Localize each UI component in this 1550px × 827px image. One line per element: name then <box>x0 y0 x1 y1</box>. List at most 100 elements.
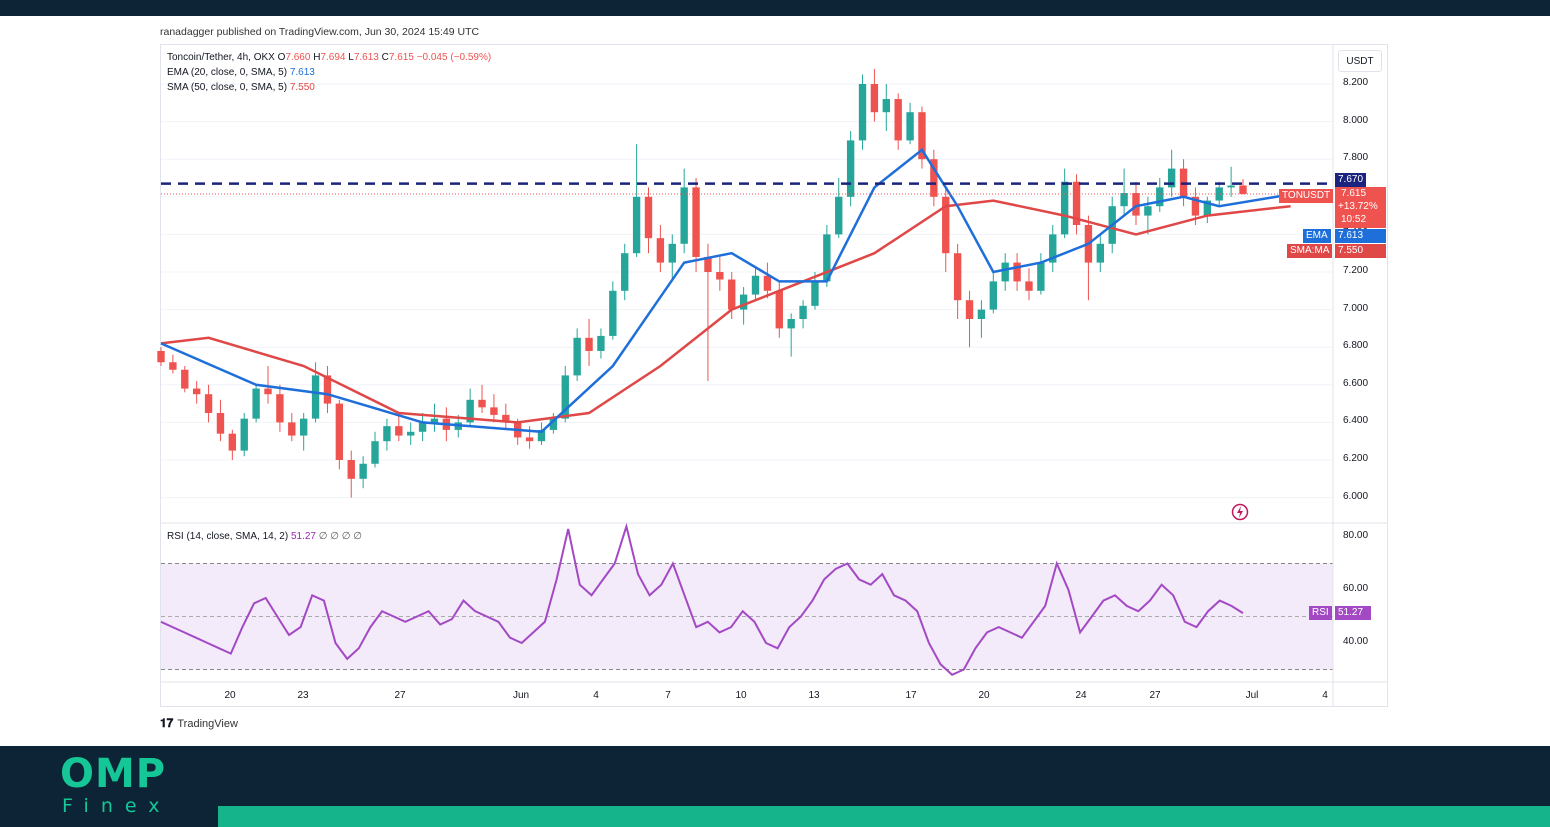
price-tick-label: 6.800 <box>1343 340 1369 352</box>
ema-legend-value: 7.613 <box>289 67 315 78</box>
candle-body <box>1072 181 1081 225</box>
candle-body <box>1203 200 1212 216</box>
rsi-tick-label: 40.00 <box>1343 636 1369 647</box>
price-tick-label: 7.000 <box>1343 302 1369 314</box>
candle-body <box>977 309 986 319</box>
candle-body <box>1191 196 1200 216</box>
candle-body <box>775 290 783 329</box>
candle-body <box>359 463 367 479</box>
rsi-legend[interactable]: RSI (14, close, SMA, 14, 2) 51.27 ∅ ∅ ∅ … <box>167 531 362 542</box>
candle-body <box>1096 243 1105 263</box>
rsi-axis-value: 51.27 <box>1335 606 1371 620</box>
candle-body <box>609 290 617 336</box>
candle-body <box>264 388 272 395</box>
publisher-line: ranadagger published on TradingView.com,… <box>160 26 480 38</box>
sma50-line <box>160 199 1291 424</box>
candle-body <box>1215 187 1223 201</box>
candle-body <box>1001 262 1009 282</box>
candle-body <box>157 350 165 363</box>
candle-body <box>1239 185 1247 194</box>
candle-body <box>407 431 415 436</box>
time-tick-label: 4 <box>1322 690 1328 701</box>
candle-body <box>311 375 320 419</box>
price-tick-label: 8.200 <box>1343 77 1369 88</box>
sma-legend-value: 7.550 <box>289 82 315 93</box>
rsi-tick-label: 60.00 <box>1343 583 1369 594</box>
candle-body <box>585 337 593 351</box>
rsi-tick-label: 80.00 <box>1343 530 1369 541</box>
candle-body <box>478 399 486 408</box>
price-tick-label: 6.000 <box>1343 490 1369 502</box>
candle-body <box>1144 206 1152 216</box>
candle-body <box>395 426 403 436</box>
candle-body <box>953 253 962 301</box>
candle-body <box>371 441 379 464</box>
candle-body <box>894 99 902 141</box>
close-value: 7.615 <box>388 52 414 63</box>
candle-body <box>216 413 225 434</box>
ema-legend[interactable]: EMA (20, close, 0, SMA, 5) 7.613 <box>167 67 315 78</box>
candle-body <box>811 281 819 306</box>
price-change-pct: +13.72% <box>1338 201 1378 212</box>
high-value: 7.694 <box>320 52 346 63</box>
price-tick-label: 7.800 <box>1343 152 1369 164</box>
bar-countdown: 10:52 <box>1341 214 1367 225</box>
time-tick-label: 27 <box>1149 690 1161 701</box>
candle-body <box>383 426 391 442</box>
level-price-tag: 7.670 <box>1335 173 1367 187</box>
lightning-icon[interactable] <box>1231 503 1249 521</box>
low-value: 7.613 <box>353 52 379 63</box>
price-tick-label: 8.000 <box>1343 114 1369 126</box>
top-bar <box>0 0 1550 16</box>
rsi-legend-value: 51.27 <box>290 531 316 542</box>
candle-body <box>573 337 581 376</box>
candle-body <box>323 375 332 404</box>
candle-body <box>799 305 807 319</box>
candle-body <box>228 433 237 451</box>
candle-body <box>870 84 879 113</box>
price-tag-box: 7.615 +13.72% 10:52 <box>1335 187 1386 228</box>
candle-body <box>1025 281 1033 291</box>
candle-body <box>644 196 653 239</box>
candle-body <box>668 243 676 263</box>
rsi-axis-label: RSI <box>1309 606 1332 620</box>
candle-body <box>525 437 534 442</box>
candle-body <box>846 140 855 197</box>
candle-body <box>430 418 439 423</box>
finex-logo: Finex <box>62 795 172 817</box>
symbol-legend[interactable]: Toncoin/Tether, 4h, OKX O7.660 H7.694 L7… <box>167 52 492 63</box>
candle-body <box>1120 193 1128 207</box>
candle-body <box>632 196 641 254</box>
sma-axis-label: SMA:MA <box>1287 244 1333 258</box>
candle-body <box>1049 234 1057 263</box>
candle-body <box>763 275 772 291</box>
candle-body <box>549 418 558 430</box>
sma-legend[interactable]: SMA (50, close, 0, SMA, 5) 7.550 <box>167 82 315 93</box>
candle-body <box>989 281 997 310</box>
time-tick-label: 20 <box>978 690 990 701</box>
open-value: 7.660 <box>285 52 311 63</box>
candle-body <box>680 187 688 244</box>
change-value: −0.045 (−0.59%) <box>416 52 492 63</box>
candle-body <box>858 84 867 141</box>
tradingview-brand[interactable]: 𝟏𝟕 TradingView <box>160 716 238 731</box>
time-tick-label: 27 <box>394 690 406 701</box>
candle-body <box>728 279 736 310</box>
candle-body <box>751 275 760 295</box>
candle-body <box>823 234 831 282</box>
tradingview-logo-icon: 𝟏𝟕 <box>160 716 174 730</box>
candle-body <box>288 422 296 436</box>
candle-body <box>787 319 795 329</box>
chart-frame[interactable] <box>160 44 1388 707</box>
candle-body <box>192 388 201 395</box>
time-tick-label: 24 <box>1075 690 1087 701</box>
candle-body <box>335 403 344 460</box>
candle-body <box>942 196 950 254</box>
candle-body <box>418 422 427 432</box>
candle-body <box>1156 187 1164 207</box>
candle-body <box>704 256 712 272</box>
candle-body <box>204 394 213 413</box>
candle-body <box>835 196 843 235</box>
currency-button[interactable]: USDT <box>1338 50 1382 72</box>
